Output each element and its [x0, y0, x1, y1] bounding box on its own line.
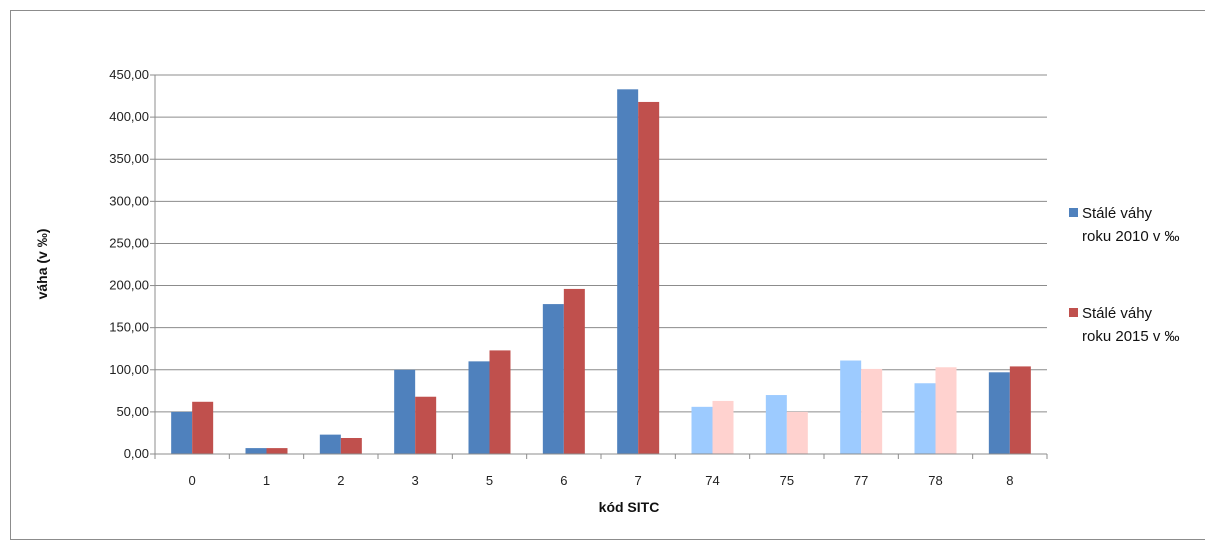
x-tick-label: 7 — [635, 473, 642, 488]
legend: Stálé váhy roku 2010 v ‰ Stálé váhy roku… — [1069, 205, 1180, 345]
bar-chart: 0,00 50,00 100,00 150,00 200,00 250,00 300,00 3… — [34, 67, 1180, 515]
legend-label-2015-line1: Stálé váhy — [1082, 305, 1153, 322]
bar-2010-78 — [914, 383, 936, 454]
y-axis-title: váha (v ‰) — [34, 229, 50, 300]
x-tick-label: 77 — [854, 473, 868, 488]
y-tick-label: 200,00 — [109, 278, 149, 293]
bar-2010-2 — [319, 434, 341, 454]
x-tick-label: 78 — [928, 473, 942, 488]
legend-label-2015-line2: roku 2015 v ‰ — [1082, 328, 1180, 345]
y-tick-label: 450,00 — [109, 67, 149, 82]
bar-2015-74 — [712, 400, 734, 454]
gridlines — [150, 74, 1047, 455]
bar-2015-77 — [861, 368, 883, 454]
legend-swatch-2010 — [1069, 208, 1078, 217]
x-tick-labels: 0 1 2 3 5 6 7 74 75 77 78 8 — [189, 473, 1014, 488]
bar-2010-75 — [765, 395, 787, 454]
legend-label-2010-line2: roku 2010 v ‰ — [1082, 228, 1180, 245]
y-tick-label: 0,00 — [124, 446, 149, 461]
y-tick-label: 400,00 — [109, 109, 149, 124]
bars — [171, 89, 1031, 454]
legend-item-2010: Stálé váhy roku 2010 v ‰ — [1069, 205, 1180, 245]
bar-2015-5 — [489, 350, 511, 454]
bar-2010-8 — [988, 372, 1010, 454]
bar-2015-78 — [935, 367, 957, 454]
axes — [154, 75, 1048, 459]
x-tick-label: 2 — [337, 473, 344, 488]
y-tick-labels: 0,00 50,00 100,00 150,00 200,00 250,00 300,00 3… — [109, 67, 149, 461]
bar-2015-7 — [638, 101, 660, 454]
bar-2010-77 — [840, 360, 862, 454]
bar-2015-1 — [266, 448, 288, 454]
legend-swatch-2015 — [1069, 308, 1078, 317]
x-axis-title: kód SITC — [599, 499, 660, 515]
bar-2010-6 — [542, 304, 564, 454]
bar-2015-75 — [786, 411, 808, 454]
bar-2015-8 — [1009, 366, 1031, 454]
y-tick-label: 250,00 — [109, 235, 149, 250]
bar-2015-6 — [563, 288, 585, 454]
legend-item-2015: Stálé váhy roku 2015 v ‰ — [1069, 305, 1180, 345]
x-tick-label: 6 — [560, 473, 567, 488]
x-tick-label: 1 — [263, 473, 270, 488]
x-tick-label: 8 — [1006, 473, 1013, 488]
x-tick-label: 74 — [705, 473, 719, 488]
bar-2010-3 — [394, 369, 416, 454]
x-tick-label: 75 — [780, 473, 794, 488]
x-tick-label: 3 — [412, 473, 419, 488]
bar-2010-5 — [468, 361, 490, 454]
x-tick-label: 0 — [189, 473, 196, 488]
bar-2010-1 — [245, 448, 267, 454]
bar-2010-0 — [171, 411, 193, 454]
legend-label-2010-line1: Stálé váhy — [1082, 205, 1153, 222]
y-tick-label: 350,00 — [109, 151, 149, 166]
y-tick-label: 50,00 — [116, 404, 149, 419]
bar-2010-74 — [691, 406, 713, 454]
x-tick-label: 5 — [486, 473, 493, 488]
y-tick-label: 300,00 — [109, 193, 149, 208]
y-tick-label: 100,00 — [109, 362, 149, 377]
bar-2015-2 — [340, 437, 362, 454]
bar-2015-0 — [192, 401, 214, 454]
y-tick-label: 150,00 — [109, 320, 149, 335]
bar-2015-3 — [415, 396, 437, 454]
bar-2010-7 — [617, 89, 639, 454]
